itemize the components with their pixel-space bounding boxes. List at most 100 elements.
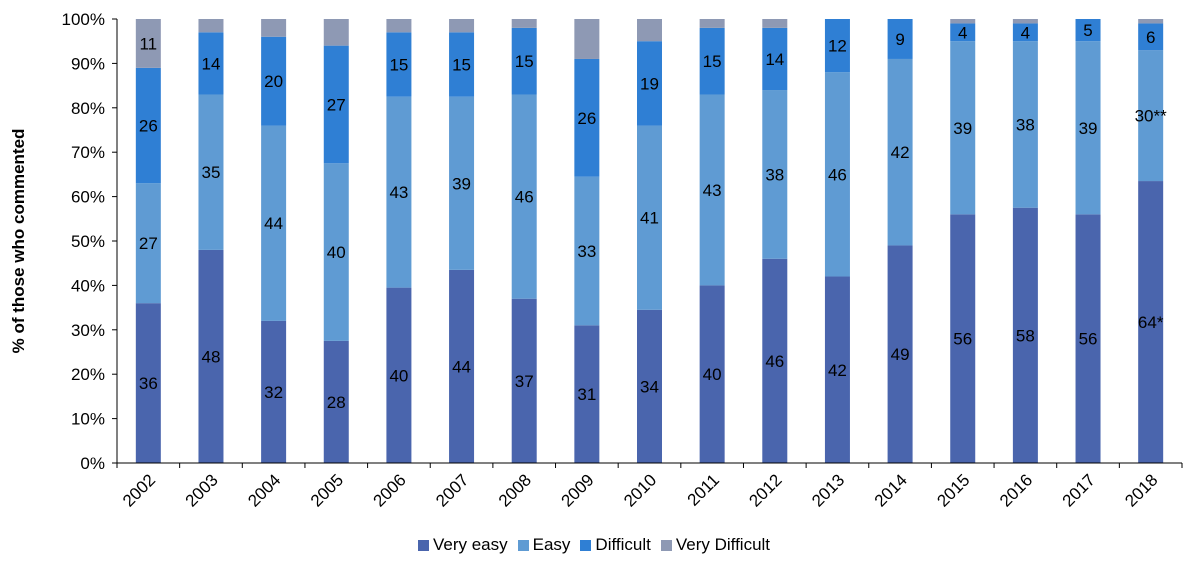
data-label: 12: [828, 37, 847, 56]
bar-segment: [574, 325, 600, 463]
y-axis-label: % of those who commented: [9, 129, 28, 354]
bar-segment: [261, 125, 287, 321]
bar-segment: [1138, 19, 1164, 24]
data-label: 38: [1016, 115, 1035, 134]
bar-segment: [574, 58, 600, 177]
data-label: 49: [891, 345, 910, 364]
bar-segment: [449, 96, 475, 270]
x-tick-label: 2011: [684, 470, 723, 509]
x-tick-label: 2004: [244, 470, 284, 510]
x-tick-label: 2012: [745, 470, 785, 510]
bar-segment: [574, 176, 600, 326]
bar-segment: [699, 27, 725, 95]
bar-segment: [323, 19, 349, 46]
bar-segment: [1012, 207, 1038, 463]
data-label: 15: [389, 56, 408, 75]
data-label: 6: [1146, 28, 1155, 47]
bar-segment: [511, 19, 537, 28]
x-tick-label: 2008: [495, 470, 535, 510]
bar-segment: [887, 58, 913, 246]
x-tick-label: 2009: [557, 470, 597, 510]
bar-segment: [762, 19, 788, 28]
x-tick-label: 2005: [307, 470, 347, 510]
bar-segment: [637, 125, 662, 310]
bar-segment: [1012, 23, 1038, 42]
bar-segment: [135, 19, 161, 68]
bar-segment: [135, 67, 161, 184]
bar-segment: [1138, 181, 1164, 463]
data-label: 26: [139, 117, 158, 136]
bar-segment: [1012, 19, 1038, 24]
bar-segment: [386, 19, 412, 33]
data-label: 9: [895, 30, 904, 49]
x-tick-label: 2016: [996, 470, 1036, 510]
bar-segment: [699, 94, 725, 286]
data-label: 15: [515, 52, 534, 71]
x-tick-label: 2007: [432, 470, 472, 510]
bar-segment: [1138, 23, 1164, 51]
legend-item: Very Difficult: [660, 535, 770, 555]
legend-item: Easy: [517, 535, 571, 555]
bar-segment: [950, 23, 976, 42]
x-tick-label: 2017: [1059, 470, 1099, 510]
data-label: 31: [577, 385, 596, 404]
bar-segment: [950, 19, 976, 24]
bar-segment: [198, 19, 224, 33]
data-label: 46: [515, 188, 534, 207]
stacked-bar-chart: 0% 10% 20% 30% 40% 50% 60% 70% 80% 90% 100% 36 27 26…: [9, 10, 1183, 511]
bar-segment: [1075, 41, 1101, 215]
data-label: 40: [389, 366, 408, 385]
y-tick-label: 50%: [71, 232, 105, 251]
x-tick-label: 2018: [1121, 470, 1161, 510]
data-label: 48: [202, 347, 221, 366]
data-label: 42: [891, 143, 910, 162]
data-label: 40: [327, 243, 346, 262]
bar-segment: [261, 320, 287, 463]
bar-segment: [1012, 41, 1038, 208]
data-label: 32: [264, 383, 283, 402]
data-label: 42: [828, 361, 847, 380]
data-label: 14: [765, 50, 784, 69]
x-tick-label: 2003: [182, 470, 222, 510]
y-tick-label: 70%: [71, 143, 105, 162]
legend-swatch: [517, 539, 529, 551]
bar-segment: [449, 19, 475, 33]
x-tick-label: 2015: [933, 470, 973, 510]
data-label: 40: [703, 365, 722, 384]
data-label: 27: [139, 234, 158, 253]
bar-segment: [574, 19, 600, 59]
bar-segment: [887, 245, 913, 463]
data-label: 37: [515, 372, 534, 391]
bar-segment: [261, 36, 287, 126]
x-tick-label: 2014: [871, 470, 911, 510]
data-label: 27: [327, 95, 346, 114]
legend-item: Difficult: [580, 535, 651, 555]
bar-segment: [323, 45, 349, 164]
y-tick-label: 20%: [71, 365, 105, 384]
bar-segment: [198, 32, 224, 95]
bar-segment: [637, 19, 662, 42]
bar-segment: [1075, 19, 1101, 42]
bar-segment: [511, 27, 537, 95]
data-label: 28: [327, 393, 346, 412]
bar-segment: [198, 249, 224, 463]
bar-segment: [386, 96, 412, 288]
data-label: 15: [703, 52, 722, 71]
data-label: 56: [953, 330, 972, 349]
bar-segment: [198, 94, 224, 250]
legend-swatch: [660, 539, 672, 551]
data-label: 46: [765, 352, 784, 371]
y-tick-label: 40%: [71, 276, 105, 295]
data-label: 64*: [1138, 313, 1164, 332]
data-label: 41: [640, 209, 659, 228]
x-tick-label: 2013: [808, 470, 848, 510]
bar-segment: [637, 41, 662, 126]
legend-item: Very easy: [417, 535, 508, 555]
data-label: 56: [1079, 330, 1098, 349]
legend-swatch: [580, 539, 592, 551]
legend-label: Easy: [532, 535, 571, 554]
legend-label: Difficult: [595, 535, 651, 554]
bar-segment: [323, 340, 349, 463]
y-tick-label: 100%: [62, 10, 105, 29]
y-tick-label: 30%: [71, 321, 105, 340]
